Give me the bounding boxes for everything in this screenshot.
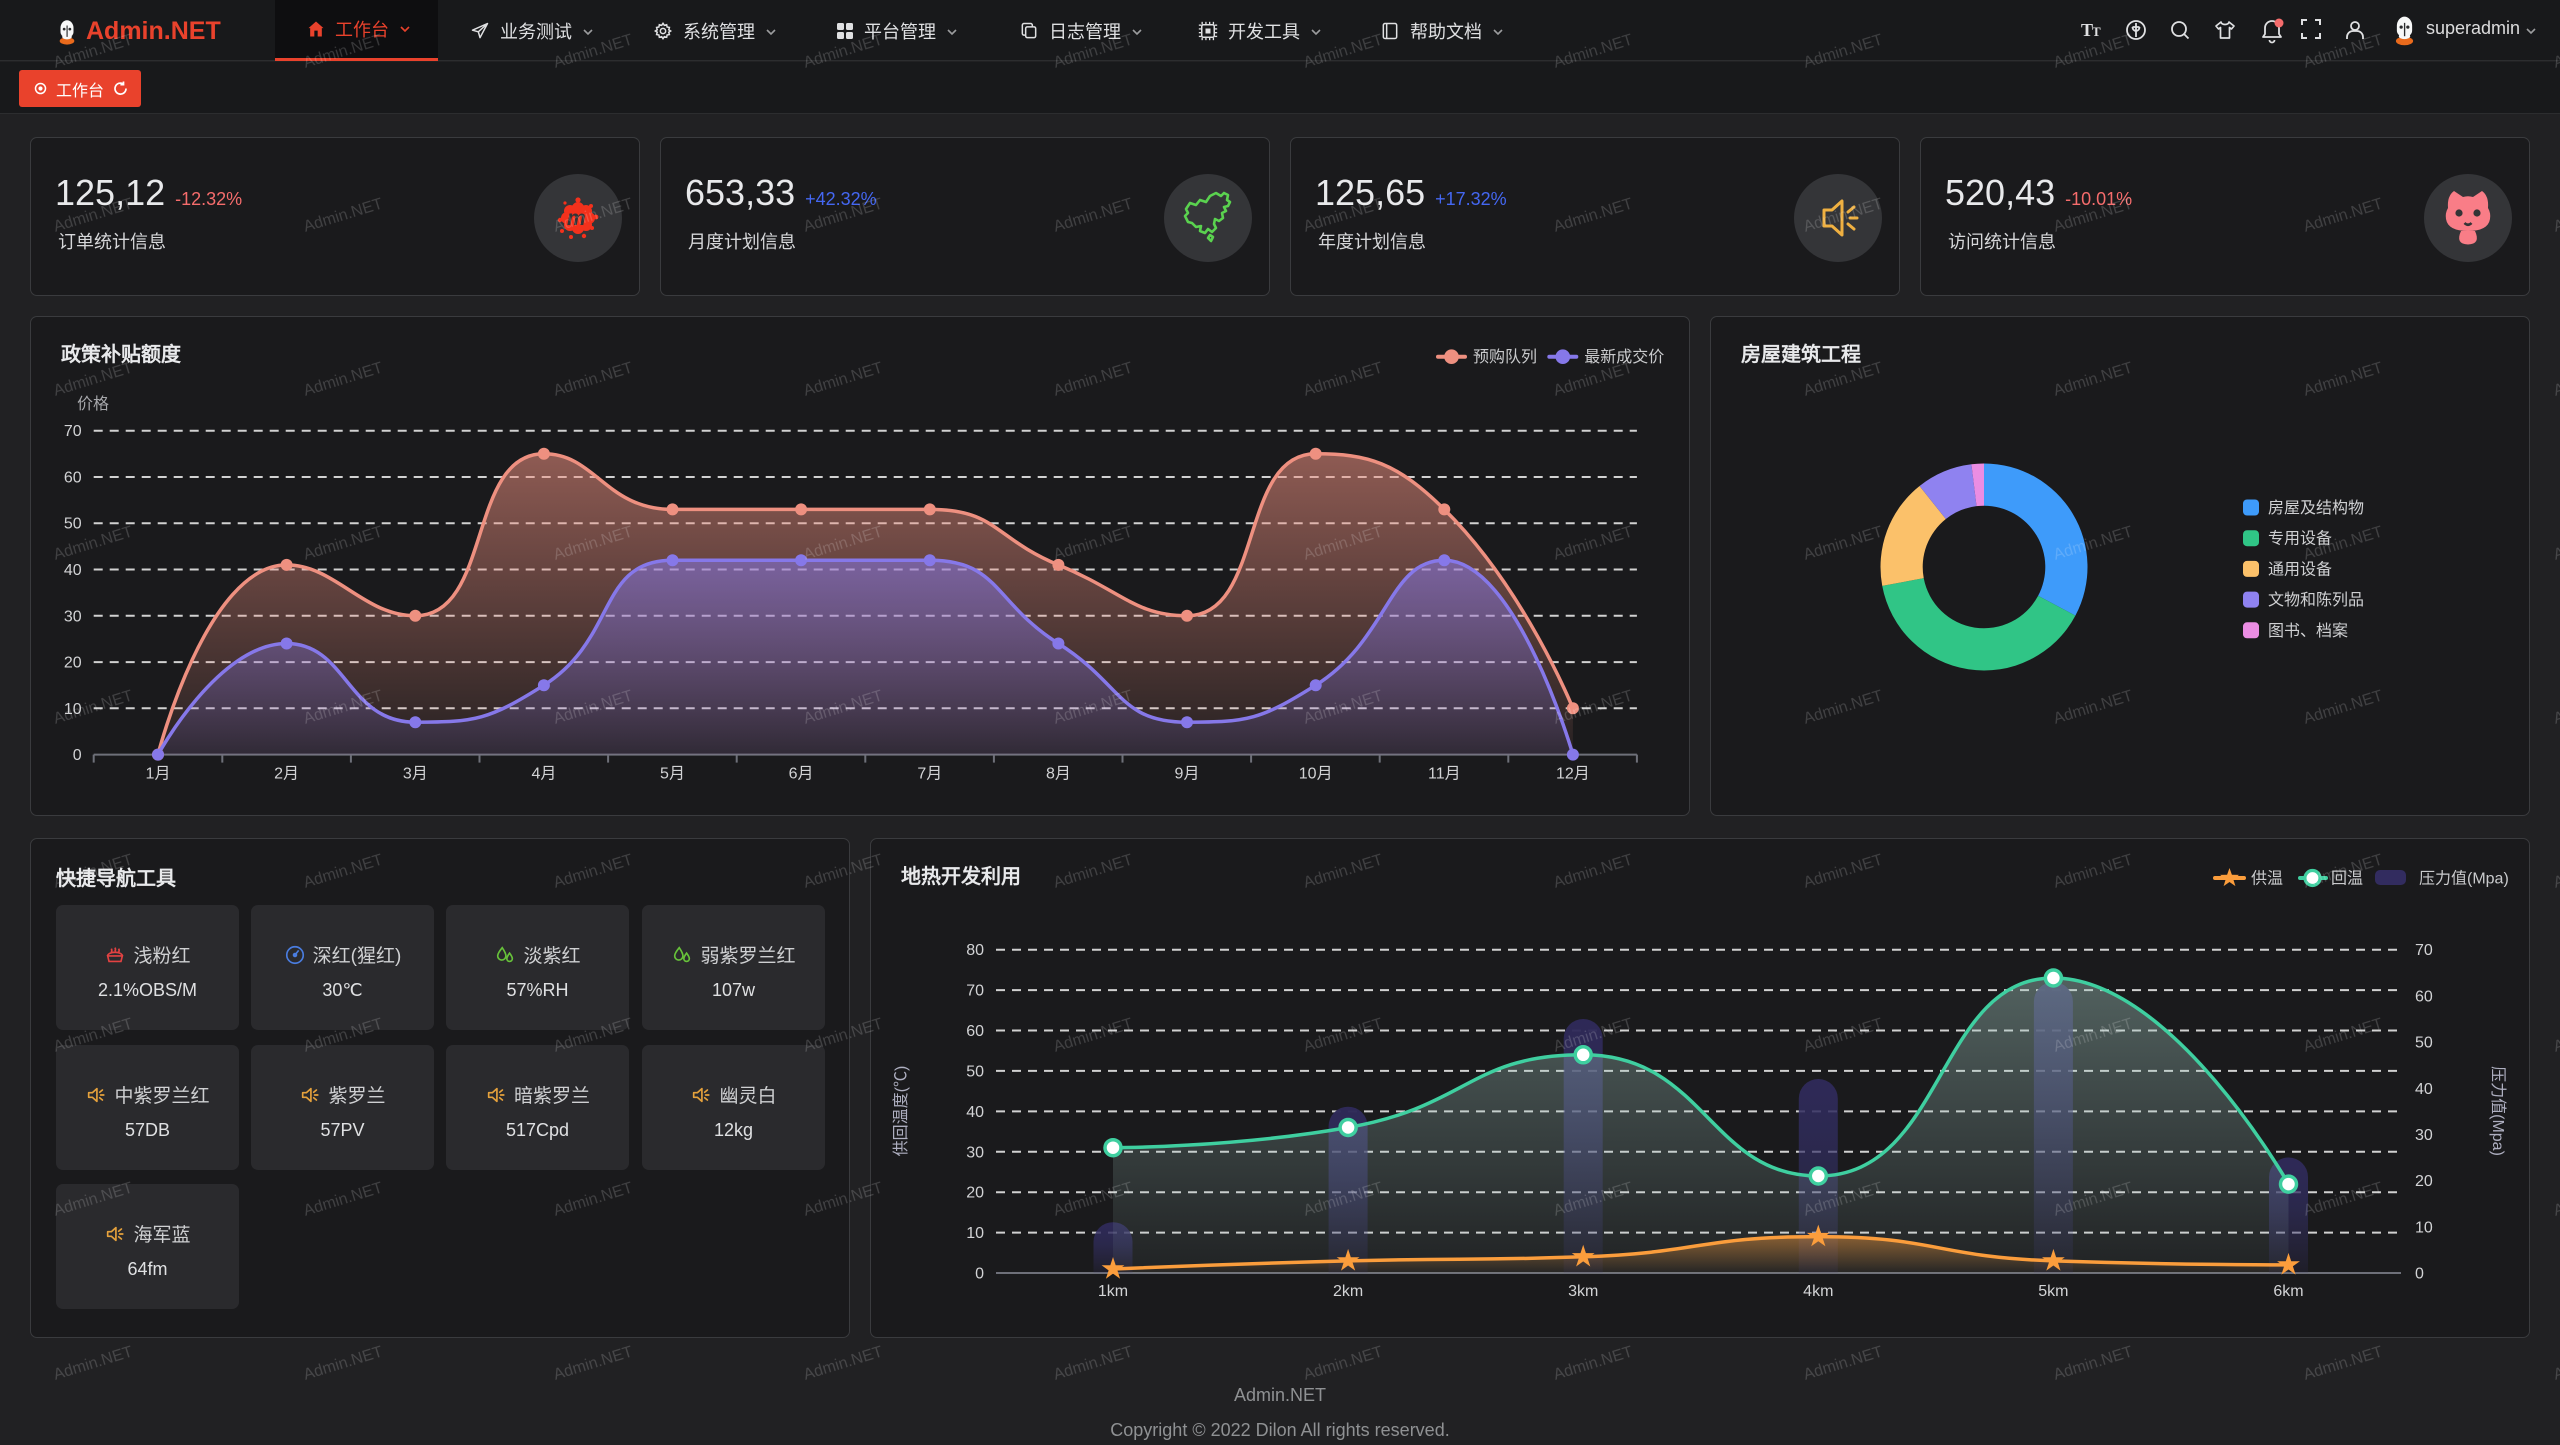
svg-text:价格: 价格 — [77, 395, 109, 413]
svg-text:50: 50 — [2415, 1035, 2433, 1052]
svg-text:1km: 1km — [1098, 1283, 1128, 1300]
svg-text:20: 20 — [2415, 1173, 2433, 1190]
svg-text:50: 50 — [966, 1063, 984, 1080]
svg-text:60: 60 — [2415, 988, 2433, 1005]
svg-text:30: 30 — [966, 1144, 984, 1161]
svg-text:30: 30 — [64, 608, 82, 625]
svg-text:供温: 供温 — [2251, 870, 2283, 888]
svg-text:40: 40 — [966, 1104, 984, 1121]
svg-text:政策补贴额度: 政策补贴额度 — [61, 342, 182, 366]
svg-text:Admin.NET: Admin.NET — [302, 1343, 385, 1383]
svg-text:回温: 回温 — [2331, 870, 2363, 888]
svg-text:12月: 12月 — [1556, 766, 1590, 783]
svg-text:9月: 9月 — [1175, 766, 1200, 783]
svg-text:60: 60 — [966, 1023, 984, 1040]
svg-text:4km: 4km — [1803, 1283, 1833, 1300]
svg-text:0: 0 — [975, 1266, 984, 1283]
svg-text:m: m — [567, 207, 586, 230]
svg-text:1月: 1月 — [146, 766, 171, 783]
svg-text:70: 70 — [2415, 942, 2433, 959]
svg-text:Admin.NET: Admin.NET — [1802, 1343, 1885, 1383]
svg-text:Admin.NET: Admin.NET — [552, 1343, 635, 1383]
svg-text:2km: 2km — [1333, 1283, 1363, 1300]
svg-text:2月: 2月 — [274, 766, 299, 783]
svg-text:Admin.NET: Admin.NET — [2052, 1343, 2135, 1383]
svg-text:50: 50 — [64, 516, 82, 533]
svg-text:20: 20 — [64, 655, 82, 672]
svg-text:30: 30 — [2415, 1127, 2433, 1144]
svg-text:Admin.NET: Admin.NET — [2552, 195, 2560, 235]
svg-text:Admin.NET: Admin.NET — [802, 1343, 885, 1383]
svg-text:40: 40 — [64, 562, 82, 579]
svg-text:5km: 5km — [2038, 1283, 2068, 1300]
svg-text:0: 0 — [2415, 1266, 2424, 1283]
svg-text:70: 70 — [64, 423, 82, 440]
svg-text:70: 70 — [966, 983, 984, 1000]
svg-text:Admin.NET: Admin.NET — [2552, 687, 2560, 727]
svg-text:3km: 3km — [1568, 1283, 1598, 1300]
svg-text:预购队列: 预购队列 — [1473, 348, 1537, 366]
svg-text:7月: 7月 — [917, 766, 942, 783]
svg-text:8月: 8月 — [1046, 766, 1071, 783]
svg-text:房屋及结构物: 房屋及结构物 — [2268, 499, 2364, 517]
svg-text:Admin.NET: Admin.NET — [2552, 1343, 2560, 1383]
svg-text:房屋建筑工程: 房屋建筑工程 — [1741, 342, 1861, 366]
svg-text:通用设备: 通用设备 — [2268, 560, 2332, 578]
svg-text:图书、档案: 图书、档案 — [2268, 622, 2348, 640]
svg-text:Admin.NET: Admin.NET — [2552, 359, 2560, 399]
svg-text:5月: 5月 — [660, 766, 685, 783]
svg-text:供回温度(℃): 供回温度(℃) — [892, 1066, 910, 1157]
svg-text:专用设备: 专用设备 — [2268, 530, 2332, 548]
svg-text:10月: 10月 — [1299, 766, 1333, 783]
svg-text:Admin.NET: Admin.NET — [2552, 851, 2560, 891]
svg-text:6km: 6km — [2273, 1283, 2303, 1300]
svg-text:10: 10 — [966, 1225, 984, 1242]
svg-text:10: 10 — [2415, 1219, 2433, 1236]
svg-text:60: 60 — [64, 470, 82, 487]
svg-text:20: 20 — [966, 1185, 984, 1202]
svg-text:Admin.NET: Admin.NET — [1302, 1343, 1385, 1383]
svg-text:Admin.NET: Admin.NET — [2552, 523, 2560, 563]
svg-text:T: T — [2092, 24, 2101, 39]
svg-text:0: 0 — [73, 747, 82, 764]
svg-text:Admin.NET: Admin.NET — [2302, 1343, 2385, 1383]
svg-text:4月: 4月 — [531, 766, 556, 783]
svg-text:Admin.NET: Admin.NET — [2552, 1179, 2560, 1219]
svg-text:压力值(Mpa): 压力值(Mpa) — [2419, 870, 2509, 888]
svg-text:3月: 3月 — [403, 766, 428, 783]
svg-text:Admin.NET: Admin.NET — [1052, 1343, 1135, 1383]
svg-text:T: T — [2081, 20, 2093, 40]
svg-text:Admin.NET: Admin.NET — [52, 1343, 135, 1383]
svg-text:40: 40 — [2415, 1081, 2433, 1098]
svg-text:80: 80 — [966, 942, 984, 959]
svg-text:最新成交价: 最新成交价 — [1584, 348, 1664, 366]
svg-text:压力值(Mpa): 压力值(Mpa) — [2489, 1066, 2507, 1156]
svg-text:文物和陈列品: 文物和陈列品 — [2268, 591, 2364, 609]
svg-text:Admin.NET: Admin.NET — [2552, 1015, 2560, 1055]
svg-text:地热开发利用: 地热开发利用 — [901, 864, 1021, 888]
svg-text:Admin.NET: Admin.NET — [1552, 1343, 1635, 1383]
svg-text:10: 10 — [64, 701, 82, 718]
svg-text:11月: 11月 — [1428, 766, 1461, 783]
svg-text:6月: 6月 — [789, 766, 814, 783]
